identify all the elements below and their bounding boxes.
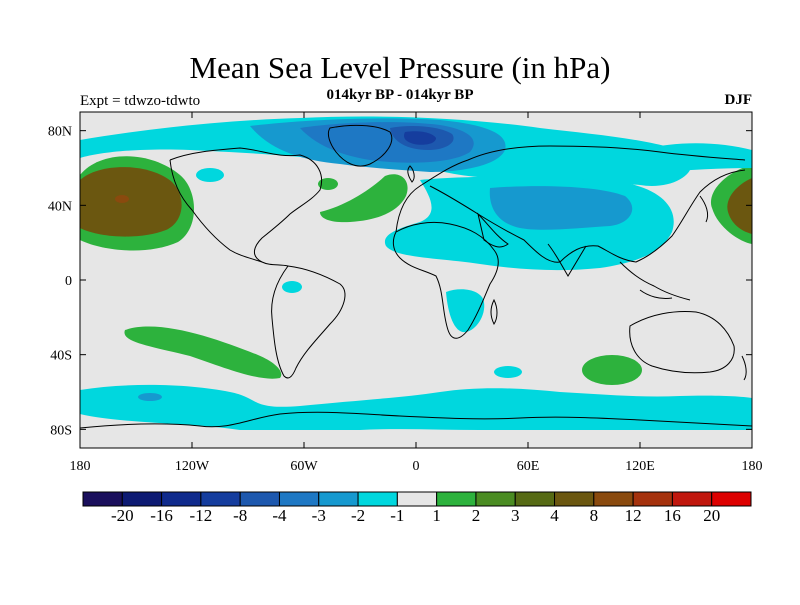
coast-japan [699,195,709,223]
lat-tick-label: 0 [65,274,72,289]
colorbar-swatch [82,491,123,507]
colorbar-swatch [554,491,595,507]
colorbar-label: -2 [350,506,366,525]
colorbar-label: 2 [471,506,481,525]
colorbar-swatch [475,491,516,507]
colorbar-swatch [200,491,241,507]
coast-south-america [271,265,346,379]
anomaly-south-atlantic-low [494,366,522,378]
colorbar-label: -1 [390,506,405,525]
anomaly-southern-ocean-low [80,384,752,445]
anomaly-south-pacific-high [124,326,282,379]
colorbar-label: 12 [624,506,642,525]
coast-africa [392,221,499,339]
coast-madagascar [490,298,498,325]
colorbar-svg [82,491,752,507]
anomaly-north-pacific-core [115,195,129,203]
colorbar-swatch [514,491,556,507]
colorbar-swatch [593,491,634,507]
colorbar-swatch [121,491,163,507]
colorbar-label: -3 [311,506,326,525]
colorbar-label: 8 [589,506,599,525]
anomaly-canada-high [318,178,338,190]
anomaly-east-asia-belt [638,143,752,172]
anomaly-eurasia-low-mid [489,186,633,230]
colorbar-label: 3 [510,506,520,525]
experiment-label: Expt = tdwzo-tdwto [80,93,201,109]
lon-tick-label: 120W [175,459,210,474]
colorbar-swatch [711,491,752,507]
colorbar-swatch [318,491,359,507]
anomaly-amazon-low [282,281,302,293]
anomaly-us-low [196,168,224,182]
colorbar-swatch [396,491,438,507]
lon-tick-label: 60E [517,459,540,474]
coast-uk [407,165,415,183]
colorbar-swatch [632,491,673,507]
coast-arabia [477,212,509,248]
coast-new-zealand [741,355,747,381]
anomaly-north-pacific-high [80,167,182,237]
anomaly-north-atlantic-high [320,174,408,223]
lat-tick-label: 80N [48,125,72,140]
colorbar-label: 4 [550,506,559,525]
anomaly-south-indian-high [582,355,642,385]
colorbar-swatch [671,491,713,507]
colorbar-swatch [436,491,477,507]
colorbar-swatch [357,491,398,507]
axis-ticks [79,112,753,448]
lon-tick-label: 180 [742,459,763,474]
anomaly-arctic-low-core [404,131,436,145]
lon-tick-label: 60W [290,459,318,474]
colorbar-swatch [239,491,280,507]
colorbar-label: 1 [432,506,441,525]
coast-antarctica [80,411,752,429]
colorbar-swatch [278,491,320,507]
anomaly-southern-ocean-low-mid [138,393,162,401]
anomaly-south-africa-low [446,289,485,333]
axis-tick-labels: 80N 40N 0 40S 80S 180 120W 60W 0 60E 120E 180 [48,125,763,474]
lat-tick-label: 40S [50,349,72,364]
colorbar-label: -12 [189,506,213,525]
colorbar-label: -8 [233,506,248,525]
coast-southeast-asia [619,261,691,301]
lat-tick-label: 40N [48,199,72,214]
lat-tick-label: 80S [50,423,72,438]
colorbar-swatch [161,491,202,507]
colorbar-label: 16 [663,506,681,525]
coast-eurasia [395,145,746,263]
coast-australia [629,311,735,374]
season-label: DJF [724,92,753,108]
lon-tick-label: 180 [70,459,91,474]
coast-north-america [169,147,323,267]
colorbar-label: -4 [272,506,287,525]
lon-tick-label: 120E [625,459,655,474]
colorbar-label: 20 [703,506,721,525]
coastlines [80,124,752,429]
colorbar-label: -16 [150,506,173,525]
coast-greenland [327,124,393,167]
chart-title: Mean Sea Level Pressure (in hPa) [189,50,611,85]
lon-tick-label: 0 [413,459,420,474]
anomaly-northwest-pacific-high [727,178,752,234]
colorbar [82,491,752,512]
colorbar-label: -20 [110,506,134,525]
anomaly-fields [80,116,752,448]
coast-india [547,243,587,277]
period-label: 014kyr BP - 014kyr BP [326,87,474,103]
antarctica-neutral [80,430,752,448]
